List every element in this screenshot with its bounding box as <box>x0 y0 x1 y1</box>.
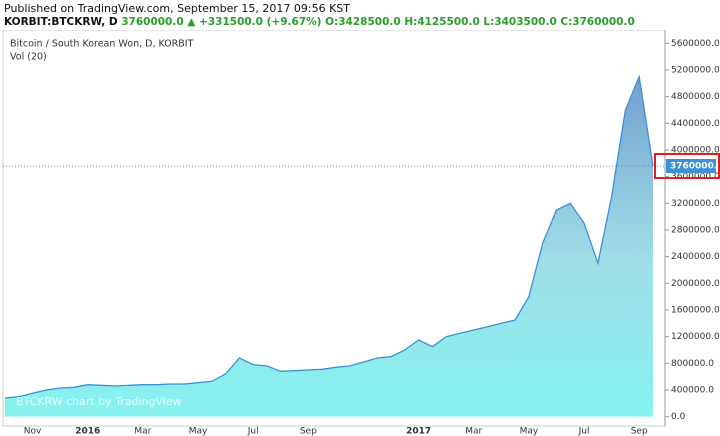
y-tick-label: 0.0 <box>671 412 686 422</box>
volume-label: Vol (20) <box>10 52 47 63</box>
x-tick-label: May <box>189 427 208 436</box>
x-tick-label: Jul <box>578 427 590 436</box>
watermark: BTCKRW chart by TradingView <box>16 395 182 408</box>
y-tick-label: 2800000.0 <box>671 226 720 236</box>
y-tick-label: 3200000.0 <box>671 199 720 209</box>
last: 3760000.0 <box>121 16 184 28</box>
open: O:3428500.0 <box>325 16 401 28</box>
change: +331500.0 (+9.67%) <box>199 16 322 28</box>
x-tick-label: Nov <box>24 427 42 436</box>
x-tick-label: Mar <box>465 427 482 436</box>
y-tick-label: 800000.0 <box>671 359 714 369</box>
x-tick-label: Mar <box>134 427 151 436</box>
x-tick-label: Sep <box>631 427 648 436</box>
y-tick-label: 5600000.0 <box>671 39 720 49</box>
price-line <box>4 74 654 399</box>
y-tick-label: 4400000.0 <box>671 119 720 129</box>
close: C:3760000.0 <box>560 16 635 28</box>
y-tick-label: 2000000.0 <box>671 279 720 289</box>
x-tick-label: Jul <box>247 427 259 436</box>
published-note: Published on TradingView.com, September … <box>4 2 350 15</box>
x-tick-label: Sep <box>300 427 317 436</box>
price-tag-label: 3760000.0 <box>670 162 720 172</box>
chart: Bitcoin / South Korean Won, D, KORBIT Vo… <box>2 30 720 436</box>
y-tick-label: 5200000.0 <box>671 66 720 76</box>
y-tick-label: 400000.0 <box>671 386 714 396</box>
area-fill <box>5 76 653 417</box>
x-tick-label: 2016 <box>75 427 100 436</box>
quote-line: KORBIT:BTCKRW, D 3760000.0 ▲ +331500.0 (… <box>4 16 635 28</box>
x-tick-label: May <box>520 427 539 436</box>
y-tick-label: 2400000.0 <box>671 252 720 262</box>
y-tick-label: 1200000.0 <box>671 332 720 342</box>
highlight-box <box>654 153 720 179</box>
x-tick-label: 2017 <box>406 427 431 436</box>
symbol: KORBIT:BTCKRW, D <box>4 16 118 28</box>
price-tag <box>666 159 716 173</box>
low: L:3403500.0 <box>483 16 557 28</box>
y-tick-label: 1600000.0 <box>671 306 720 316</box>
y-tick-label: 4000000.0 <box>671 146 720 156</box>
y-tick-label: 4800000.0 <box>671 92 720 102</box>
high: H:4125500.0 <box>404 16 480 28</box>
chart-title: Bitcoin / South Korean Won, D, KORBIT <box>10 39 194 50</box>
arrow: ▲ <box>187 16 196 28</box>
